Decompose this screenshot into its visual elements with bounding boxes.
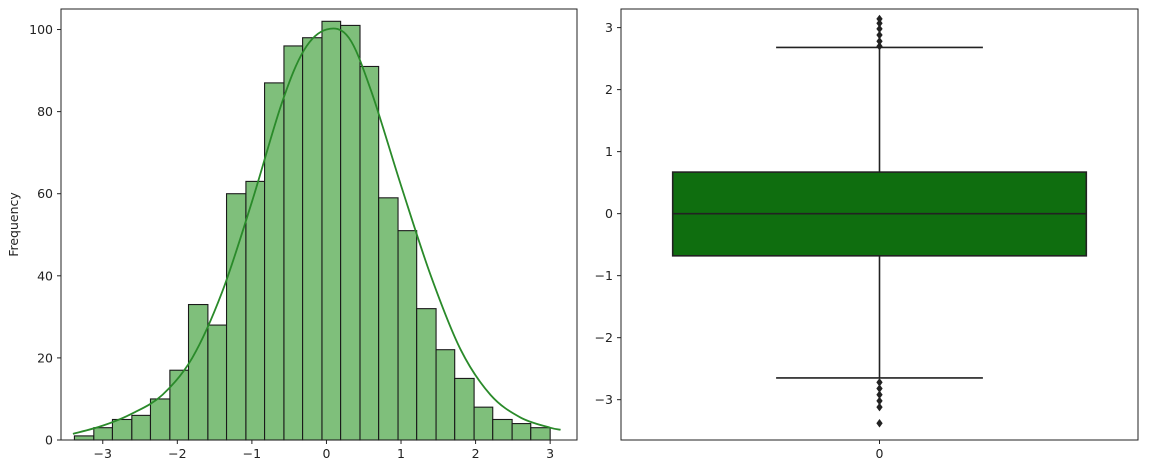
y-tick-label: 0 [605,206,613,221]
histogram-bar [435,349,456,441]
outlier-point [876,30,883,40]
outlier-point [876,24,883,34]
x-tick-label: 2 [472,446,480,461]
histogram-bar [321,20,342,441]
x-tick-label: 0 [322,446,330,461]
outlier-point [876,19,883,28]
histogram-panel: −3 −2 −1 0 1 2 3 0 20 40 60 80 100 Frequency [6,8,578,461]
y-tick-label: 2 [605,82,613,97]
histogram-axes-frame [60,8,578,441]
histogram-bar [131,414,152,441]
x-tick-label: 1 [397,446,405,461]
histogram-bar [73,435,95,441]
outlier-point [876,396,883,406]
y-tick-label: −1 [595,268,613,283]
histogram-bar [454,377,475,441]
histogram-bar [264,82,285,441]
outlier-point [876,378,883,387]
histogram-bar [511,423,532,441]
outlier-point [876,37,883,46]
histogram-bar [359,65,380,441]
y-tick-label: 80 [37,104,53,119]
histogram-bar [340,24,361,441]
histogram-bar [283,45,304,441]
y-tick-label: −3 [595,392,613,407]
histogram-bar [530,427,551,441]
y-axis-label: Frequency [6,192,21,257]
x-tick-label: 3 [546,446,554,461]
y-tick-label: −2 [595,330,613,345]
outlier-point [876,402,883,412]
y-tick-label: 20 [37,350,53,365]
histogram-bar [378,197,399,441]
x-tick-label: −1 [243,446,261,461]
histogram-bar [93,427,113,441]
y-tick-label: 0 [45,433,53,448]
histogram-bar [207,324,228,441]
y-tick-label: 1 [605,144,613,159]
histogram-bar [302,37,323,441]
outlier-point [876,390,883,399]
y-tick-label: 100 [29,22,53,37]
y-tick-label: 40 [37,268,53,283]
histogram-bar [492,418,513,441]
histogram-bar [473,406,494,441]
histogram-bar [169,369,190,441]
outlier-point [876,384,883,393]
histogram-bar [149,398,171,441]
y-tick-label: 60 [37,186,53,201]
x-tick-label: −3 [94,446,112,461]
histogram-bar [397,230,418,441]
boxplot-panel: −3 −2 −1 0 1 2 3 0 [595,8,1139,461]
x-tick-label: 0 [876,446,884,461]
outlier-point [876,419,883,428]
outlier-point [876,14,883,24]
kde-line [72,27,561,435]
outlier-point [876,42,883,51]
histogram-bar [187,303,209,441]
histogram-bar [245,180,266,441]
histogram-bar [416,308,437,441]
y-tick-label: 3 [605,20,613,35]
x-tick-label: −2 [168,446,186,461]
histogram-bar [111,418,133,441]
